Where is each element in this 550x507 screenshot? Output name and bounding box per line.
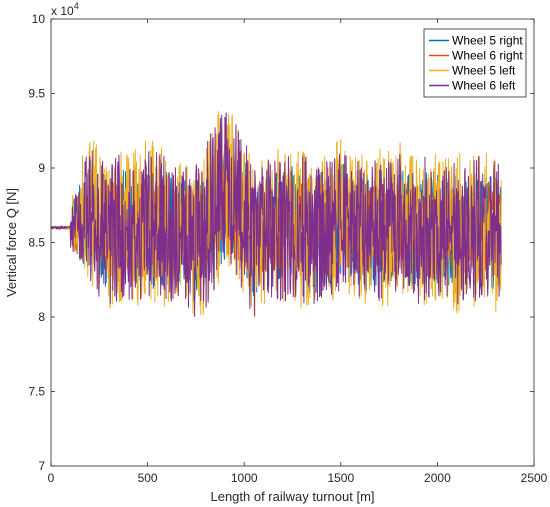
y-tick-label: 8.5 (28, 236, 45, 250)
x-tick-label: 500 (138, 471, 158, 485)
legend-entry-label: Wheel 5 left (452, 64, 516, 78)
y-axis: 7 7.5 8 8.5 9 9.5 10 (28, 12, 534, 473)
y-tick-label: 7 (38, 459, 45, 473)
x-tick-label: 0 (48, 471, 55, 485)
y-exponent-power: 4 (74, 1, 79, 11)
y-axis-title: Vertical force Q [N] (4, 188, 19, 297)
y-tick-label: 9.5 (28, 87, 45, 101)
y-tick-label: 10 (32, 12, 46, 26)
series-layer (50, 111, 502, 318)
series-line-wheel-6-left (50, 112, 502, 317)
x-tick-label: 1500 (327, 471, 354, 485)
x-tick-label: 2500 (521, 471, 548, 485)
y-tick-label: 9 (38, 161, 45, 175)
y-axis-exponent: x 104 (51, 1, 79, 18)
x-axis: 0 500 1000 1500 2000 2500 (48, 19, 548, 485)
x-tick-label: 2000 (424, 471, 451, 485)
legend-entry-label: Wheel 6 left (452, 79, 516, 93)
x-axis-title: Length of railway turnout [m] (210, 489, 374, 504)
y-exponent-base: x 10 (51, 4, 74, 18)
y-tick-label: 8 (38, 310, 45, 324)
x-tick-label: 1000 (231, 471, 258, 485)
y-tick-label: 7.5 (28, 385, 45, 399)
legend-entry-label: Wheel 6 right (452, 49, 523, 63)
legend-entry-label: Wheel 5 right (452, 34, 523, 48)
